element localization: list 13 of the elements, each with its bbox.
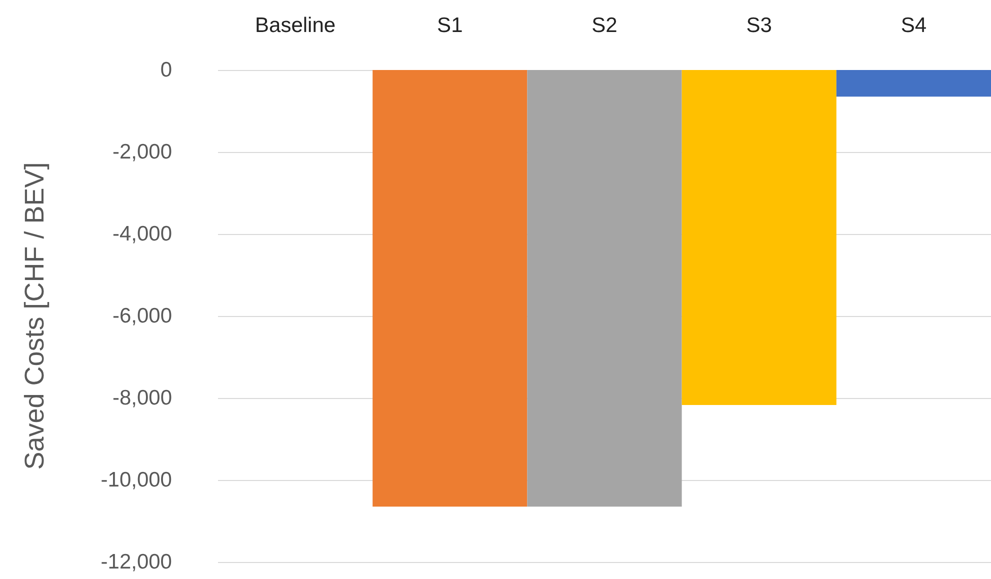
- x-tick-label: S1: [437, 14, 463, 37]
- y-axis-title: Saved Costs [CHF / BEV]: [20, 162, 50, 470]
- y-tick-label: -4,000: [112, 222, 172, 246]
- x-tick-label: S3: [746, 14, 772, 37]
- y-tick-label: -6,000: [112, 304, 172, 328]
- x-tick-label: S4: [900, 14, 927, 37]
- x-tick-label: S2: [592, 14, 618, 37]
- y-tick-label: -12,000: [100, 550, 172, 574]
- y-tick-label: -2,000: [112, 140, 172, 164]
- y-tick-label: -8,000: [112, 386, 172, 410]
- x-tick-label: Baseline: [255, 14, 336, 37]
- y-tick-label: 0: [160, 58, 172, 82]
- y-tick-label: -10,000: [100, 468, 172, 492]
